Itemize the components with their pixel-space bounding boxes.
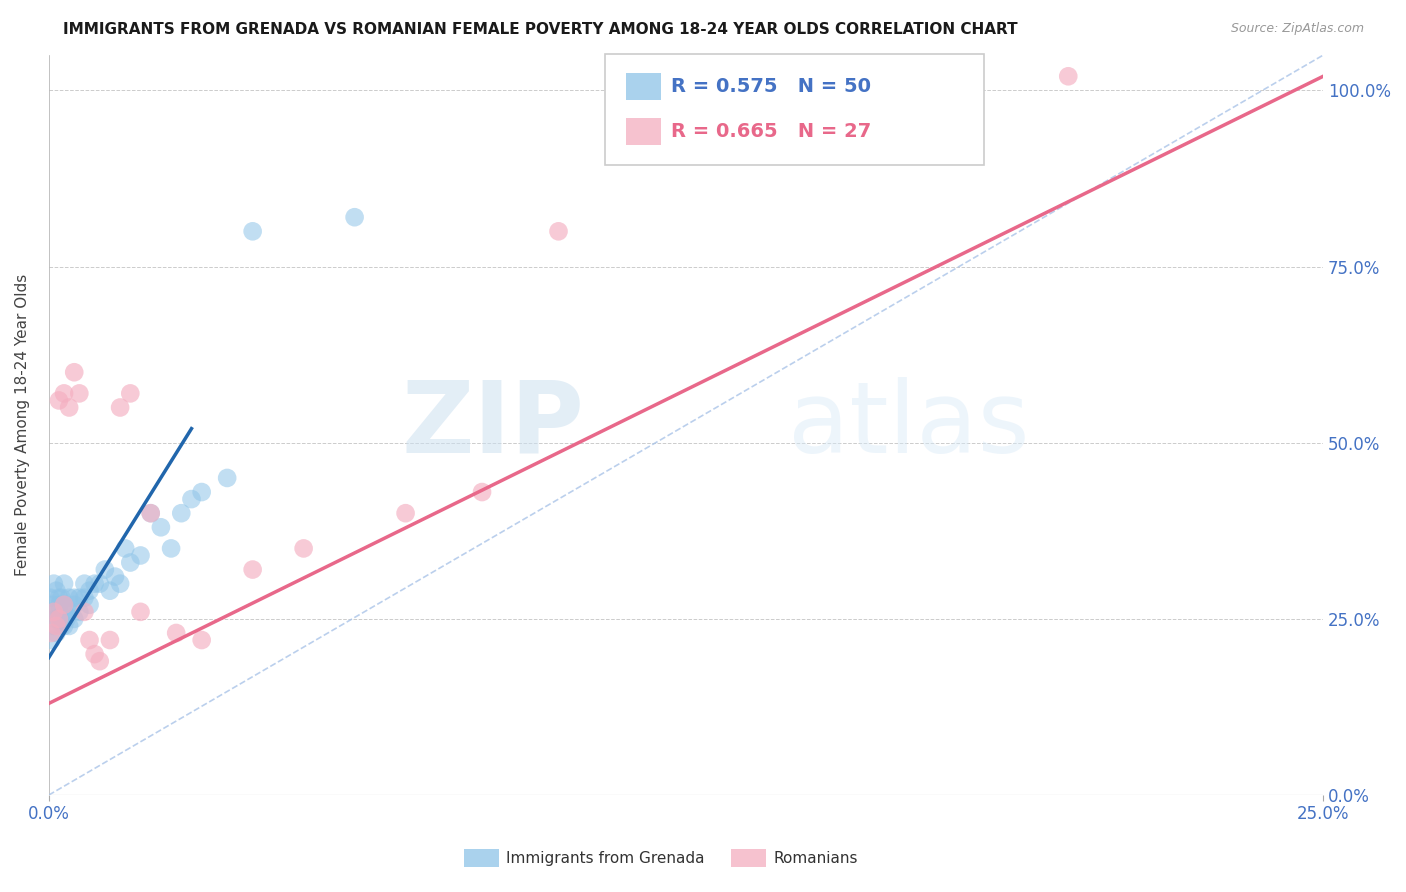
Point (98, 633, 121, 648)
Point (58, 619, 80, 633)
Point (89, 654, 111, 668)
Point (51, 619, 73, 633)
Text: ZIP: ZIP (401, 376, 583, 474)
Point (39, 626, 62, 640)
Point (83, 647, 105, 661)
Point (42, 619, 65, 633)
Point (51, 591, 73, 605)
Point (63, 365, 86, 379)
Point (39, 591, 62, 605)
Point (343, 211, 366, 225)
Point (180, 492, 202, 507)
Text: R = 0.665   N = 27: R = 0.665 N = 27 (671, 121, 870, 141)
Point (114, 541, 136, 556)
Point (48, 612, 70, 626)
Point (108, 576, 131, 591)
Point (83, 576, 105, 591)
Text: atlas: atlas (787, 376, 1029, 474)
Point (1057, 70, 1080, 84)
Point (48, 591, 70, 605)
Point (53, 598, 76, 612)
Point (73, 576, 96, 591)
Point (45, 626, 67, 640)
Point (94, 563, 117, 577)
Point (79, 598, 101, 612)
Point (45, 583, 67, 598)
Point (129, 605, 152, 619)
Point (139, 506, 162, 520)
Point (42, 598, 65, 612)
Text: IMMIGRANTS FROM GRENADA VS ROMANIAN FEMALE POVERTY AMONG 18-24 YEAR OLDS CORRELA: IMMIGRANTS FROM GRENADA VS ROMANIAN FEMA… (63, 22, 1018, 37)
Point (98, 583, 121, 598)
Point (394, 506, 416, 520)
Point (79, 583, 101, 598)
Point (170, 506, 193, 520)
Text: Immigrants from Grenada: Immigrants from Grenada (506, 851, 704, 865)
Point (242, 563, 264, 577)
Point (58, 591, 80, 605)
Point (42, 576, 65, 591)
Point (547, 224, 569, 238)
Point (129, 549, 152, 563)
Point (190, 633, 212, 648)
Point (48, 605, 70, 619)
Point (63, 598, 86, 612)
Point (39, 633, 62, 648)
Point (104, 569, 127, 583)
Point (120, 386, 142, 401)
Point (58, 605, 80, 619)
Point (149, 520, 172, 534)
Point (53, 598, 76, 612)
Point (89, 576, 111, 591)
Point (44, 612, 66, 626)
Point (160, 541, 183, 556)
Point (73, 605, 96, 619)
Point (471, 485, 494, 500)
Y-axis label: Female Poverty Among 18-24 Year Olds: Female Poverty Among 18-24 Year Olds (15, 274, 30, 576)
Point (42, 605, 65, 619)
Point (48, 393, 70, 408)
Point (242, 224, 264, 238)
Point (53, 386, 76, 401)
Point (63, 591, 86, 605)
Text: Romanians: Romanians (773, 851, 858, 865)
Point (42, 605, 65, 619)
Point (48, 612, 70, 626)
Point (108, 401, 131, 415)
Point (190, 485, 212, 500)
Point (120, 556, 142, 570)
Point (67, 605, 90, 619)
Point (217, 471, 239, 485)
Text: Source: ZipAtlas.com: Source: ZipAtlas.com (1230, 22, 1364, 36)
Text: R = 0.575   N = 50: R = 0.575 N = 50 (671, 77, 870, 96)
Point (53, 605, 76, 619)
Point (292, 541, 315, 556)
Point (67, 591, 90, 605)
Point (79, 633, 101, 648)
Point (73, 591, 96, 605)
Point (63, 612, 86, 626)
Point (45, 619, 67, 633)
Point (67, 386, 90, 401)
Point (58, 401, 80, 415)
Point (48, 598, 70, 612)
Point (139, 506, 162, 520)
Point (165, 626, 187, 640)
Point (55, 612, 77, 626)
Point (53, 619, 76, 633)
Point (53, 576, 76, 591)
